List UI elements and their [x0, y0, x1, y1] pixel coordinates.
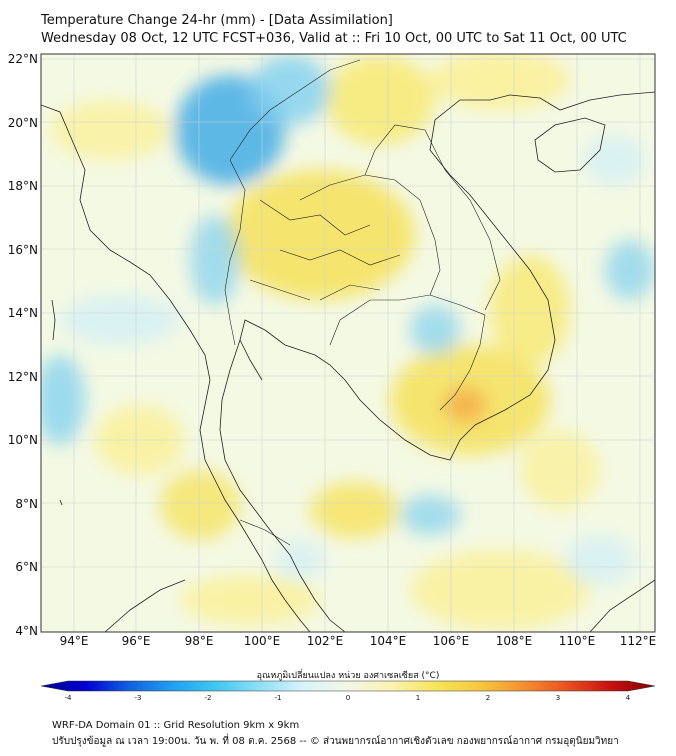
coastlines	[41, 91, 655, 632]
border-thailand-myanmar	[224, 159, 246, 346]
cool-area-east-edge	[605, 240, 655, 300]
cool-area-west-thailand	[190, 215, 240, 305]
cool-area-south-sea	[400, 495, 460, 535]
coast-vietnam	[429, 94, 556, 426]
temperature-field	[41, 54, 655, 632]
warm-area-south-china-sea	[410, 550, 590, 630]
border-myanmar-laos-china	[229, 59, 361, 161]
warm-area-gulf-south	[310, 482, 400, 538]
lon-label: 94°E	[60, 634, 89, 648]
colorbar-ticks: -4 -3 -2 -1 0 1 2 3 4	[65, 694, 631, 702]
warm-area-northeast-thailand	[225, 170, 415, 300]
colorbar-tick: -1	[275, 694, 282, 702]
coast-peninsula-west	[214, 479, 311, 632]
cool-area-north	[250, 55, 330, 125]
colorbar-tick: -3	[135, 694, 142, 702]
coast-andaman-islands	[51, 299, 63, 506]
map-frame	[40, 53, 656, 633]
lon-label: 102°E	[307, 634, 344, 648]
colorbar-tick: 1	[416, 694, 420, 702]
colorbar-tick: 4	[626, 694, 631, 702]
warm-area-laos-north	[325, 55, 435, 145]
cool-area-andaman-north	[60, 295, 180, 345]
map-title: Temperature Change 24-hr (mm) - [Data As…	[41, 13, 393, 28]
coast-hainan	[534, 117, 606, 173]
border-thailand-malaysia	[239, 519, 291, 546]
colorbar-tick: 3	[556, 694, 560, 702]
lon-label: 112°E	[620, 634, 657, 648]
lat-label: 8°N	[15, 497, 38, 511]
coast-sumatra	[104, 579, 186, 632]
hot-spot-cambodia	[443, 387, 487, 423]
lat-label: 12°N	[8, 370, 38, 384]
lat-label: 4°N	[15, 624, 38, 638]
colorbar-tick: 2	[486, 694, 490, 702]
cool-area-peninsula	[275, 540, 325, 580]
coast-china-south	[509, 91, 655, 111]
lon-axis: 94°E 96°E 98°E 100°E 102°E 104°E 106°E 1…	[60, 634, 657, 648]
border-thailand-laos	[299, 174, 441, 296]
warm-area-bay-bengal	[50, 100, 170, 160]
lon-label: 100°E	[244, 634, 281, 648]
warm-area-central-vietnam	[490, 255, 570, 365]
footer-credit: ปรับปรุงข้อมูล ณ เวลา 19:00น. วัน พ. ที่…	[52, 736, 619, 747]
coast-gulf-thailand	[239, 319, 476, 461]
colorbar-tick: 0	[346, 694, 350, 702]
lat-label: 14°N	[8, 306, 38, 320]
border-laos-vietnam	[364, 124, 501, 311]
lat-label: 6°N	[15, 560, 38, 574]
lat-label: 18°N	[8, 179, 38, 193]
lon-label: 104°E	[370, 634, 407, 648]
warm-area-east-sea	[520, 430, 600, 510]
colorbar-tick: -2	[205, 694, 212, 702]
warm-area-andaman-south	[160, 470, 240, 540]
lat-label: 10°N	[8, 433, 38, 447]
lon-label: 96°E	[122, 634, 151, 648]
cool-area-hainan-east	[585, 135, 645, 185]
warm-area-malaysia	[180, 575, 320, 625]
colorbar-title: อุณหภูมิเปลี่ยนแปลง หน่วย องศาเซลเซียส (…	[257, 668, 440, 681]
map-subtitle: Wednesday 08 Oct, 12 UTC FCST+036, Valid…	[41, 31, 627, 46]
lon-label: 108°E	[496, 634, 533, 648]
cool-area-southeast	[565, 535, 635, 585]
coast-borneo	[589, 579, 655, 632]
lat-label: 20°N	[8, 116, 38, 130]
coast-peninsula-east	[219, 339, 346, 632]
border-thailand-cambodia	[329, 294, 431, 346]
border-cambodia-vietnam	[429, 294, 486, 411]
warm-area-gulf-tonkin	[430, 54, 570, 110]
colorbar	[40, 680, 656, 692]
lon-label: 106°E	[433, 634, 470, 648]
lat-label: 22°N	[8, 52, 38, 66]
footer-model-info: WRF-DA Domain 01 :: Grid Resolution 9km …	[52, 720, 300, 731]
coast-myanmar-west	[41, 104, 216, 481]
lat-axis: 22°N 20°N 18°N 16°N 14°N 12°N 10°N 8°N 6…	[8, 52, 38, 638]
lon-label: 98°E	[185, 634, 214, 648]
lat-label: 16°N	[8, 243, 38, 257]
cool-area-west-edge	[41, 355, 85, 445]
provinces-thailand	[249, 199, 401, 301]
cool-area-lower-mekong	[410, 305, 460, 355]
colorbar-tick: -4	[65, 694, 73, 702]
lon-label: 110°E	[559, 634, 596, 648]
graticule	[41, 54, 655, 632]
country-borders	[224, 59, 501, 546]
